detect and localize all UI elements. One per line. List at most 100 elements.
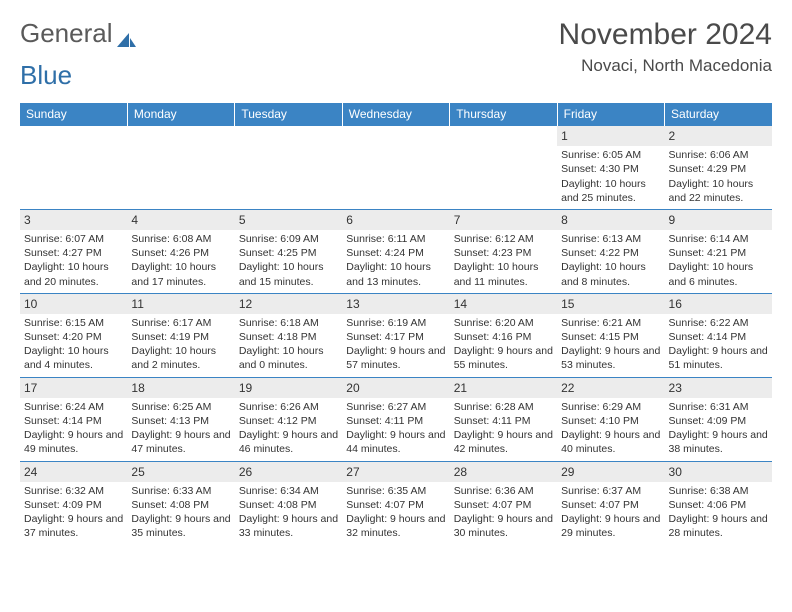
day-number: 22 xyxy=(557,378,664,398)
calendar-cell: 25Sunrise: 6:33 AMSunset: 4:08 PMDayligh… xyxy=(127,461,234,544)
daylight-line: Daylight: 9 hours and 49 minutes. xyxy=(24,428,123,456)
calendar-row: 10Sunrise: 6:15 AMSunset: 4:20 PMDayligh… xyxy=(20,293,772,377)
calendar-cell: 4Sunrise: 6:08 AMSunset: 4:26 PMDaylight… xyxy=(127,209,234,293)
sunrise-line: Sunrise: 6:09 AM xyxy=(239,232,338,246)
day-number: 24 xyxy=(20,462,127,482)
daylight-line: Daylight: 9 hours and 29 minutes. xyxy=(561,512,660,540)
sunrise-line: Sunrise: 6:11 AM xyxy=(346,232,445,246)
sunrise-line: Sunrise: 6:33 AM xyxy=(131,484,230,498)
calendar-cell: 13Sunrise: 6:19 AMSunset: 4:17 PMDayligh… xyxy=(342,293,449,377)
day-number: 19 xyxy=(235,378,342,398)
calendar-cell: 15Sunrise: 6:21 AMSunset: 4:15 PMDayligh… xyxy=(557,293,664,377)
calendar-cell: 21Sunrise: 6:28 AMSunset: 4:11 PMDayligh… xyxy=(450,377,557,461)
sunset-line: Sunset: 4:14 PM xyxy=(24,414,123,428)
sunset-line: Sunset: 4:17 PM xyxy=(346,330,445,344)
calendar-cell xyxy=(342,126,449,210)
sunrise-line: Sunrise: 6:31 AM xyxy=(669,400,768,414)
calendar-table: Sunday Monday Tuesday Wednesday Thursday… xyxy=(20,103,772,544)
calendar-cell: 12Sunrise: 6:18 AMSunset: 4:18 PMDayligh… xyxy=(235,293,342,377)
sunrise-line: Sunrise: 6:26 AM xyxy=(239,400,338,414)
calendar-cell xyxy=(450,126,557,210)
calendar-cell: 29Sunrise: 6:37 AMSunset: 4:07 PMDayligh… xyxy=(557,461,664,544)
calendar-cell: 23Sunrise: 6:31 AMSunset: 4:09 PMDayligh… xyxy=(665,377,772,461)
sunrise-line: Sunrise: 6:13 AM xyxy=(561,232,660,246)
weekday-header: Thursday xyxy=(450,103,557,126)
sunset-line: Sunset: 4:19 PM xyxy=(131,330,230,344)
weekday-header: Monday xyxy=(127,103,234,126)
sunset-line: Sunset: 4:22 PM xyxy=(561,246,660,260)
calendar-cell: 17 Sunrise: 6:24 AMSunset: 4:14 PMDayligh… xyxy=(20,377,127,461)
calendar-cell: 30Sunrise: 6:38 AMSunset: 4:06 PMDayligh… xyxy=(665,461,772,544)
calendar-cell: 26Sunrise: 6:34 AMSunset: 4:08 PMDayligh… xyxy=(235,461,342,544)
sunrise-line: Sunrise: 6:27 AM xyxy=(346,400,445,414)
location-label: Novaci, North Macedonia xyxy=(559,56,772,76)
daylight-line: Daylight: 9 hours and 38 minutes. xyxy=(669,428,768,456)
sunrise-line: Sunrise: 6:14 AM xyxy=(669,232,768,246)
day-number: 1 xyxy=(557,126,664,146)
calendar-cell: 18Sunrise: 6:25 AMSunset: 4:13 PMDayligh… xyxy=(127,377,234,461)
day-number: 11 xyxy=(127,294,234,314)
day-number: 6 xyxy=(342,210,449,230)
day-number: 14 xyxy=(450,294,557,314)
calendar-cell: 7Sunrise: 6:12 AMSunset: 4:23 PMDaylight… xyxy=(450,209,557,293)
sunset-line: Sunset: 4:25 PM xyxy=(239,246,338,260)
calendar-cell: 2Sunrise: 6:06 AMSunset: 4:29 PMDaylight… xyxy=(665,126,772,210)
sunset-line: Sunset: 4:09 PM xyxy=(24,498,123,512)
sunrise-line: Sunrise: 6:29 AM xyxy=(561,400,660,414)
weekday-header: Friday xyxy=(557,103,664,126)
sunset-line: Sunset: 4:15 PM xyxy=(561,330,660,344)
sunrise-line: Sunrise: 6:12 AM xyxy=(454,232,553,246)
calendar-cell: 20Sunrise: 6:27 AMSunset: 4:11 PMDayligh… xyxy=(342,377,449,461)
sunrise-line: Sunrise: 6:24 AM xyxy=(24,400,123,414)
sunset-line: Sunset: 4:11 PM xyxy=(346,414,445,428)
sunrise-line: Sunrise: 6:35 AM xyxy=(346,484,445,498)
calendar-cell: 28Sunrise: 6:36 AMSunset: 4:07 PMDayligh… xyxy=(450,461,557,544)
sunrise-line: Sunrise: 6:37 AM xyxy=(561,484,660,498)
sunset-line: Sunset: 4:30 PM xyxy=(561,162,660,176)
sunset-line: Sunset: 4:21 PM xyxy=(669,246,768,260)
calendar-cell xyxy=(20,126,127,210)
weekday-header: Sunday xyxy=(20,103,127,126)
sunrise-line: Sunrise: 6:06 AM xyxy=(669,148,768,162)
weekday-header-row: Sunday Monday Tuesday Wednesday Thursday… xyxy=(20,103,772,126)
weekday-header: Wednesday xyxy=(342,103,449,126)
daylight-line: Daylight: 10 hours and 13 minutes. xyxy=(346,260,445,288)
sunset-line: Sunset: 4:09 PM xyxy=(669,414,768,428)
calendar-row: 17Sunrise: 6:24 AMSunset: 4:14 PMDayligh… xyxy=(20,377,772,461)
daylight-line: Daylight: 9 hours and 47 minutes. xyxy=(131,428,230,456)
sunset-line: Sunset: 4:07 PM xyxy=(561,498,660,512)
daylight-line: Daylight: 10 hours and 11 minutes. xyxy=(454,260,553,288)
sunset-line: Sunset: 4:26 PM xyxy=(131,246,230,260)
day-number: 4 xyxy=(127,210,234,230)
day-number: 13 xyxy=(342,294,449,314)
calendar-row: 3Sunrise: 6:07 AMSunset: 4:27 PMDaylight… xyxy=(20,209,772,293)
sunset-line: Sunset: 4:24 PM xyxy=(346,246,445,260)
daylight-line: Daylight: 9 hours and 53 minutes. xyxy=(561,344,660,372)
calendar-cell: 6 Sunrise: 6:11 AMSunset: 4:24 PMDaylight… xyxy=(342,209,449,293)
day-number: 26 xyxy=(235,462,342,482)
daylight-line: Daylight: 9 hours and 42 minutes. xyxy=(454,428,553,456)
daylight-line: Daylight: 9 hours and 30 minutes. xyxy=(454,512,553,540)
sunset-line: Sunset: 4:16 PM xyxy=(454,330,553,344)
sunset-line: Sunset: 4:14 PM xyxy=(669,330,768,344)
calendar-row: 1Sunrise: 6:05 AMSunset: 4:30 PMDaylight… xyxy=(20,126,772,210)
sunrise-line: Sunrise: 6:32 AM xyxy=(24,484,123,498)
day-number: 17 xyxy=(20,378,127,398)
day-number: 20 xyxy=(342,378,449,398)
sunrise-line: Sunrise: 6:34 AM xyxy=(239,484,338,498)
day-number: 30 xyxy=(665,462,772,482)
sunrise-line: Sunrise: 6:07 AM xyxy=(24,232,123,246)
day-number: 15 xyxy=(557,294,664,314)
daylight-line: Daylight: 10 hours and 17 minutes. xyxy=(131,260,230,288)
sunset-line: Sunset: 4:23 PM xyxy=(454,246,553,260)
calendar-body: 1 Sunrise: 6:05 AMSunset: 4:30 PM Daylight… xyxy=(20,126,772,545)
sunrise-line: Sunrise: 6:05 AM xyxy=(561,148,660,162)
daylight-line: Daylight: 10 hours and 2 minutes. xyxy=(131,344,230,372)
day-number: 27 xyxy=(342,462,449,482)
sunset-line: Sunset: 4:12 PM xyxy=(239,414,338,428)
calendar-cell: 14Sunrise: 6:20 AMSunset: 4:16 PMDayligh… xyxy=(450,293,557,377)
calendar-cell: 27Sunrise: 6:35 AMSunset: 4:07 PMDayligh… xyxy=(342,461,449,544)
calendar-cell: 9Sunrise: 6:14 AMSunset: 4:21 PMDaylight… xyxy=(665,209,772,293)
daylight-line: Daylight: 9 hours and 51 minutes. xyxy=(669,344,768,372)
daylight-line: Daylight: 10 hours and 6 minutes. xyxy=(669,260,768,288)
